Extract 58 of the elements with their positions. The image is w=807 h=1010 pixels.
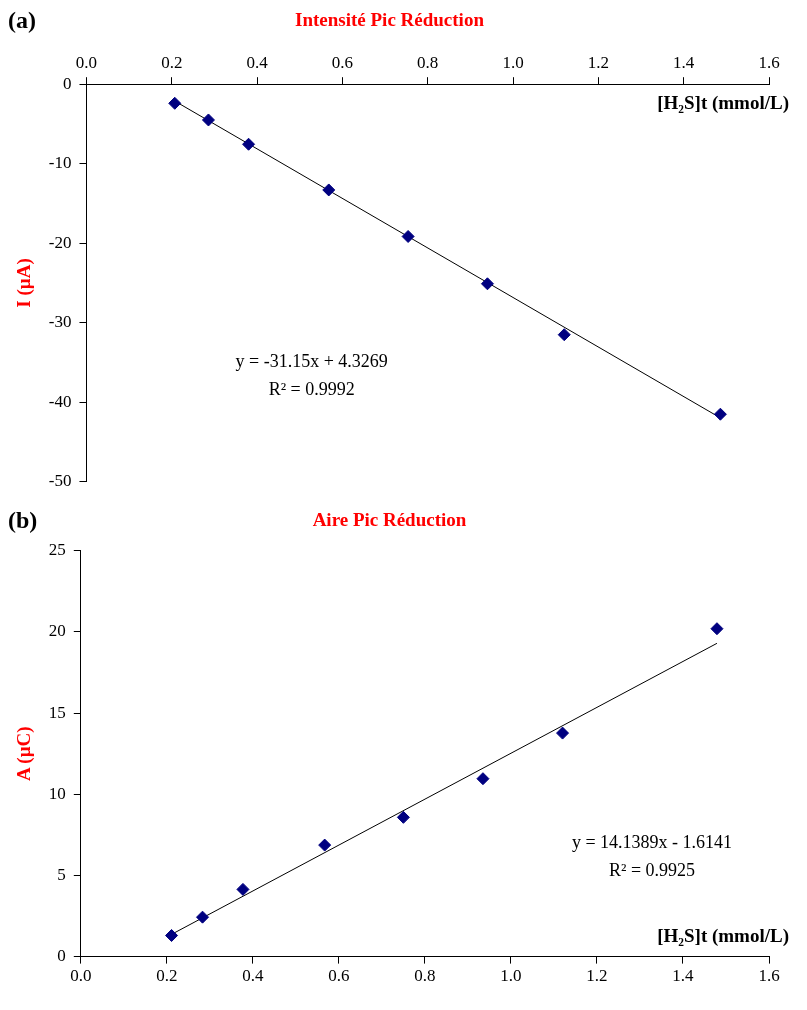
x-tick-label: 1.0 bbox=[500, 966, 522, 986]
point bbox=[318, 838, 332, 852]
point bbox=[236, 882, 250, 896]
point bbox=[396, 810, 410, 824]
x-tick-label: 1.2 bbox=[587, 53, 609, 73]
x-tick-label: 0.0 bbox=[70, 966, 92, 986]
y-tick-label: -10 bbox=[48, 153, 72, 173]
y-tick-label: 10 bbox=[48, 783, 66, 803]
y-tick-label: 20 bbox=[48, 621, 66, 641]
annotation: y = -31.15x + 4.3269 bbox=[235, 351, 388, 372]
y-tick-label: 15 bbox=[48, 702, 66, 722]
x-tick-label: 0.8 bbox=[417, 53, 439, 73]
point bbox=[713, 407, 727, 421]
x-tick-label: 0.6 bbox=[331, 53, 354, 73]
x-tick-label: 0.4 bbox=[246, 53, 269, 73]
y-tick-label: 0 bbox=[62, 73, 72, 93]
y-axis-title: I (µA) bbox=[13, 258, 36, 308]
x-tick-label: 1.0 bbox=[502, 53, 524, 73]
y-tick-label: 5 bbox=[57, 864, 66, 884]
chart-title: Aire Pic Réduction bbox=[312, 509, 467, 531]
y-tick-label: -50 bbox=[48, 471, 72, 491]
x-tick-label: 0.0 bbox=[75, 53, 98, 73]
x-tick-label: 1.6 bbox=[758, 966, 780, 986]
x-tick-label: 0.6 bbox=[328, 966, 350, 986]
point bbox=[196, 910, 210, 924]
x-tick-label: 0.2 bbox=[161, 53, 183, 73]
y-tick-label: -30 bbox=[48, 312, 72, 332]
text: (a) bbox=[8, 7, 36, 34]
y-tick-label: -20 bbox=[48, 232, 72, 252]
point bbox=[476, 772, 490, 786]
annotation: R² = 0.9925 bbox=[608, 859, 696, 880]
chart-title: Intensité Pic Réduction bbox=[295, 9, 485, 31]
point bbox=[556, 726, 570, 740]
text: (b) bbox=[8, 507, 38, 534]
point bbox=[242, 137, 256, 151]
point bbox=[710, 622, 724, 636]
point bbox=[322, 183, 336, 197]
y-axis-title: A (µC) bbox=[13, 726, 36, 782]
point bbox=[401, 229, 415, 243]
x-axis-title: [H₂S]t (mmol/L) bbox=[657, 92, 789, 115]
y-tick-label: 25 bbox=[48, 540, 66, 560]
annotation: R² = 0.9992 bbox=[268, 379, 355, 400]
x-axis-title: [H₂S]t (mmol/L) bbox=[657, 924, 789, 947]
point bbox=[165, 929, 179, 942]
x-tick-label: 1.6 bbox=[758, 53, 780, 73]
point bbox=[557, 328, 571, 342]
point bbox=[480, 277, 494, 291]
x-tick-label: 0.2 bbox=[156, 966, 178, 986]
x-tick-label: 1.2 bbox=[586, 966, 608, 986]
annotation: y = 14.1389x - 1.6141 bbox=[571, 831, 733, 852]
point bbox=[168, 96, 182, 110]
x-tick-label: 1.4 bbox=[673, 53, 695, 73]
y-tick-label: -40 bbox=[48, 391, 72, 411]
y-tick-label: 0 bbox=[57, 946, 66, 966]
x-tick-label: 0.4 bbox=[242, 966, 264, 986]
point bbox=[201, 113, 215, 127]
x-tick-label: 0.8 bbox=[414, 966, 436, 986]
x-tick-label: 1.4 bbox=[672, 966, 695, 986]
